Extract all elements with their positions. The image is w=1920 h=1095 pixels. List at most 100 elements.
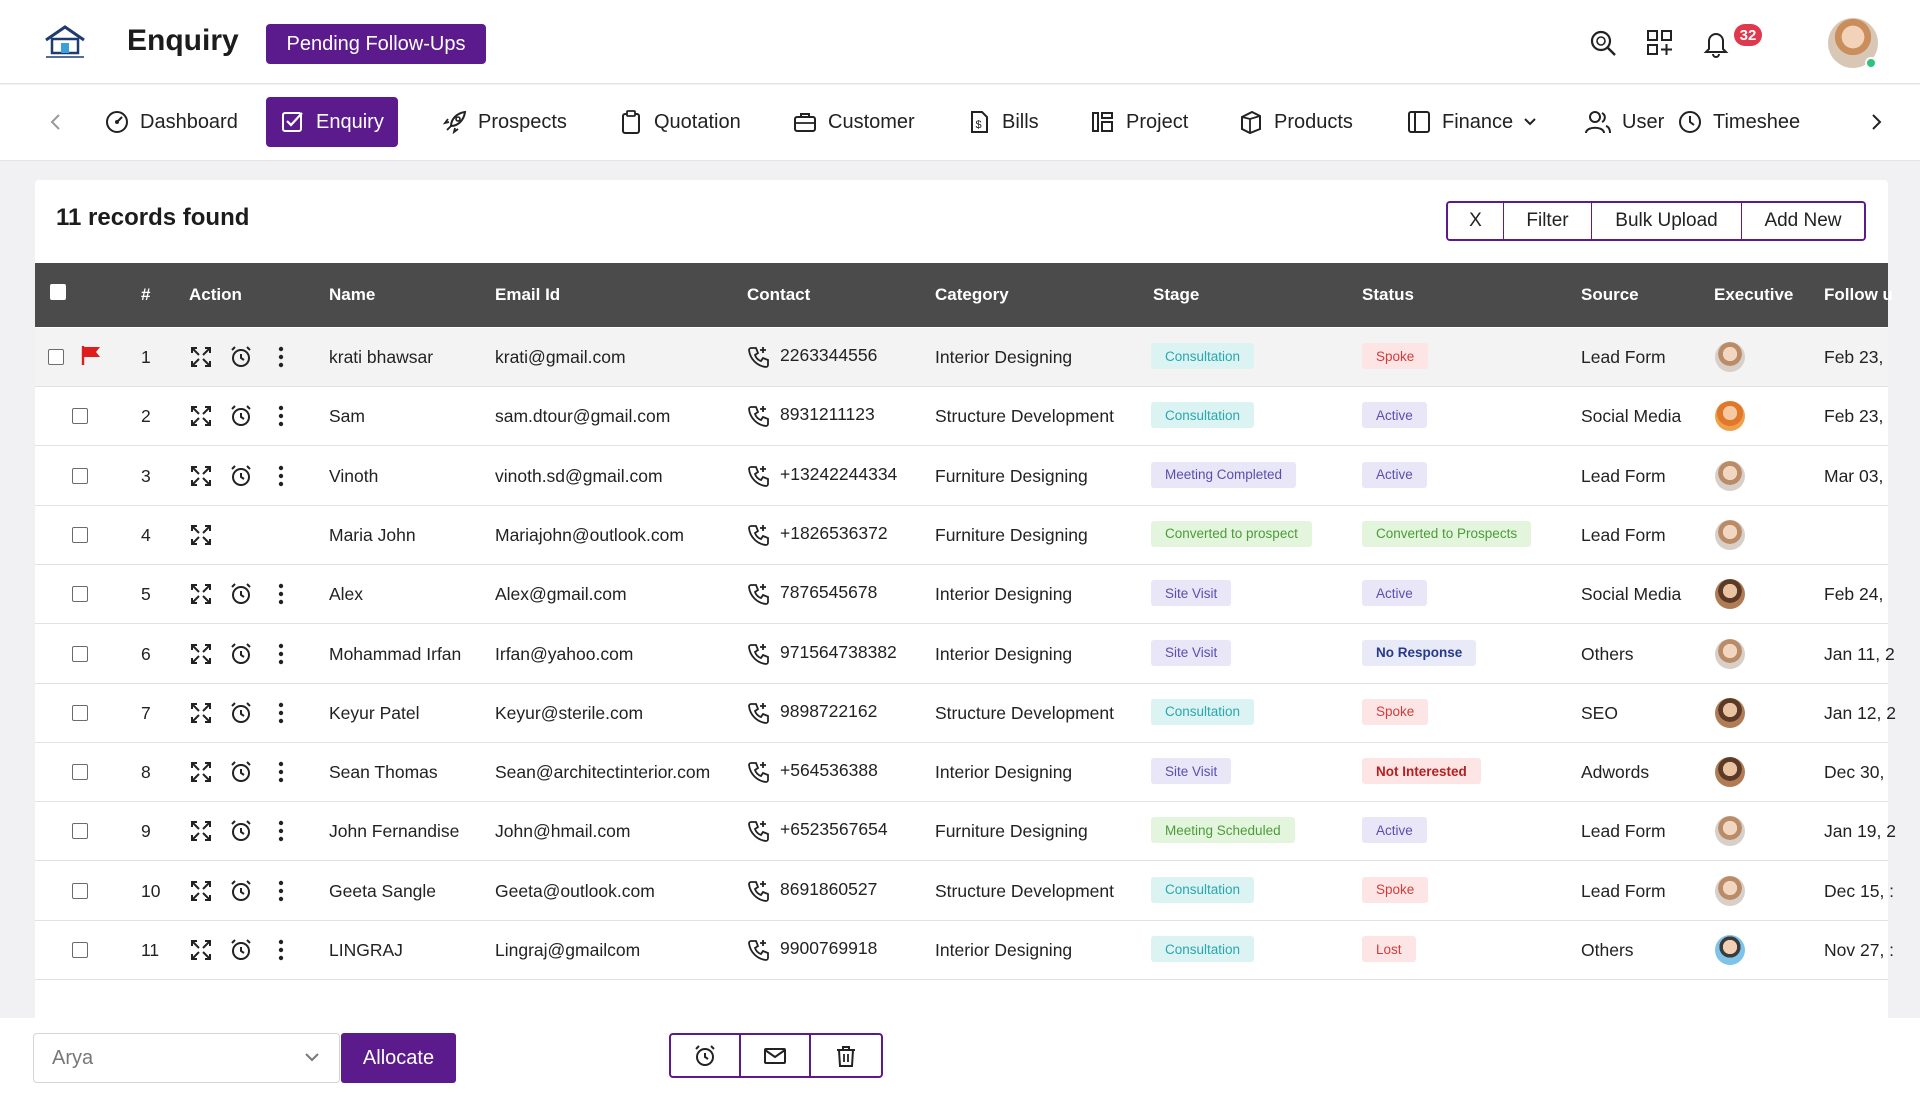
more-options-icon[interactable] — [269, 642, 293, 666]
pending-follow-ups-button[interactable]: Pending Follow-Ups — [266, 24, 486, 64]
executive-avatar[interactable] — [1715, 342, 1745, 372]
flag-icon[interactable] — [80, 344, 104, 368]
expand-icon[interactable] — [189, 345, 213, 369]
apps-grid-icon[interactable] — [1645, 28, 1675, 58]
phone-call-icon[interactable] — [747, 879, 771, 903]
more-options-icon[interactable] — [269, 464, 293, 488]
alarm-clock-icon[interactable] — [229, 345, 253, 369]
alarm-clock-icon[interactable] — [229, 464, 253, 488]
row-checkbox[interactable] — [48, 349, 64, 365]
enquiry-name[interactable]: Keyur Patel — [329, 702, 420, 723]
phone-call-icon[interactable] — [747, 464, 771, 488]
phone-call-icon[interactable] — [747, 523, 771, 547]
enquiry-name[interactable]: John Fernandise — [329, 821, 460, 842]
expand-icon[interactable] — [189, 819, 213, 843]
executive-avatar[interactable] — [1715, 697, 1745, 728]
table-row[interactable]: 6 Mohammad Irfan Irfan@yahoo.com 9715647383… — [35, 625, 1895, 684]
more-options-icon[interactable] — [269, 760, 293, 784]
enquiry-name[interactable]: Vinoth — [329, 465, 379, 486]
enquiry-name[interactable]: LINGRAJ — [329, 940, 403, 960]
executive-avatar[interactable] — [1715, 638, 1745, 669]
nav-dashboard[interactable]: Dashboard — [90, 97, 252, 147]
column-header[interactable]: Contact — [747, 285, 811, 304]
row-checkbox[interactable] — [72, 823, 88, 840]
table-row[interactable]: 1 krati bhawsar krati@gmail.com 2263344556 I… — [35, 328, 1888, 387]
executive-avatar[interactable] — [1715, 579, 1745, 610]
row-checkbox[interactable] — [72, 408, 88, 425]
row-checkbox[interactable] — [72, 586, 88, 603]
alarm-clock-icon[interactable] — [229, 938, 253, 962]
alarm-clock-icon[interactable] — [229, 760, 253, 784]
row-checkbox[interactable] — [72, 467, 88, 484]
enquiry-name[interactable]: Alex — [329, 584, 364, 605]
column-header[interactable]: Source — [1581, 285, 1639, 304]
allocate-button[interactable]: Allocate — [341, 1033, 456, 1083]
executive-avatar[interactable] — [1715, 401, 1745, 432]
executive-avatar[interactable] — [1715, 519, 1745, 550]
alarm-clock-icon[interactable] — [229, 404, 253, 428]
row-checkbox[interactable] — [72, 882, 88, 899]
nav-project[interactable]: Project — [1076, 97, 1202, 147]
nav-scroll-right-icon[interactable] — [1856, 110, 1896, 134]
company-logo-icon[interactable] — [42, 24, 88, 60]
column-header[interactable]: Category — [935, 285, 1009, 304]
nav-finance[interactable]: Finance — [1392, 97, 1551, 147]
more-options-icon[interactable] — [269, 582, 293, 606]
alarm-clock-icon[interactable] — [229, 819, 253, 843]
row-checkbox[interactable] — [72, 764, 88, 781]
executive-avatar[interactable] — [1715, 816, 1745, 847]
enquiry-name[interactable]: Maria John — [329, 524, 416, 545]
add-new-button[interactable]: Add New — [1742, 203, 1864, 239]
phone-call-icon[interactable] — [747, 938, 771, 962]
table-row[interactable]: 8 Sean Thomas Sean@architectinterior.com +5… — [35, 743, 1888, 803]
phone-call-icon[interactable] — [747, 345, 771, 369]
phone-call-icon[interactable] — [747, 642, 771, 666]
expand-icon[interactable] — [189, 582, 213, 606]
table-row[interactable]: 2 Sam sam.dtour@gmail.com 8931211123 Structu… — [35, 387, 1888, 447]
more-options-icon[interactable] — [269, 879, 293, 903]
phone-call-icon[interactable] — [747, 701, 771, 725]
alarm-clock-icon[interactable] — [229, 642, 253, 666]
filter-button[interactable]: Filter — [1504, 203, 1592, 239]
phone-call-icon[interactable] — [747, 760, 771, 784]
executive-avatar[interactable] — [1715, 757, 1745, 788]
executive-select[interactable]: Arya — [33, 1033, 340, 1083]
nav-timesheet[interactable]: Timeshee — [1663, 97, 1814, 147]
nav-scroll-left-icon[interactable] — [44, 110, 68, 134]
more-options-icon[interactable] — [269, 345, 293, 369]
row-checkbox[interactable] — [72, 645, 88, 662]
nav-customer[interactable]: Customer — [778, 97, 929, 147]
bulk-reminder-button[interactable] — [671, 1035, 741, 1076]
phone-call-icon[interactable] — [747, 819, 771, 843]
enquiry-name[interactable]: Mohammad Irfan — [329, 643, 462, 664]
alarm-clock-icon[interactable] — [229, 582, 253, 606]
row-checkbox[interactable] — [72, 526, 88, 543]
more-options-icon[interactable] — [269, 819, 293, 843]
more-options-icon[interactable] — [269, 701, 293, 725]
expand-icon[interactable] — [189, 938, 213, 962]
expand-icon[interactable] — [189, 404, 213, 428]
table-row[interactable]: 5 Alex Alex@gmail.com 7876545678 Interior De… — [35, 565, 1888, 625]
bulk-upload-button[interactable]: Bulk Upload — [1592, 203, 1742, 239]
search-icon[interactable] — [1588, 28, 1618, 58]
phone-call-icon[interactable] — [747, 582, 771, 606]
column-header[interactable]: Status — [1362, 285, 1414, 304]
nav-user[interactable]: User — [1570, 97, 1678, 147]
nav-quotation[interactable]: Quotation — [604, 97, 755, 147]
executive-avatar[interactable] — [1715, 935, 1745, 965]
table-row[interactable]: 10 Geeta Sangle Geeta@outlook.com 869186052… — [35, 862, 1894, 921]
executive-avatar[interactable] — [1715, 875, 1745, 906]
expand-icon[interactable] — [189, 879, 213, 903]
nav-enquiry[interactable]: Enquiry — [266, 97, 398, 147]
expand-icon[interactable] — [189, 464, 213, 488]
expand-icon[interactable] — [189, 642, 213, 666]
select-all-checkbox[interactable] — [50, 284, 66, 300]
enquiry-name[interactable]: Sam — [329, 406, 365, 427]
nav-prospects[interactable]: Prospects — [428, 97, 581, 147]
bulk-email-button[interactable] — [741, 1035, 811, 1076]
notification-bell-icon[interactable] — [1701, 28, 1731, 58]
executive-avatar[interactable] — [1715, 460, 1745, 491]
table-row[interactable]: 7 Keyur Patel Keyur@sterile.com 9898722162 S… — [35, 684, 1896, 743]
phone-call-icon[interactable] — [747, 404, 771, 428]
nav-bills[interactable]: $ Bills — [952, 97, 1053, 147]
